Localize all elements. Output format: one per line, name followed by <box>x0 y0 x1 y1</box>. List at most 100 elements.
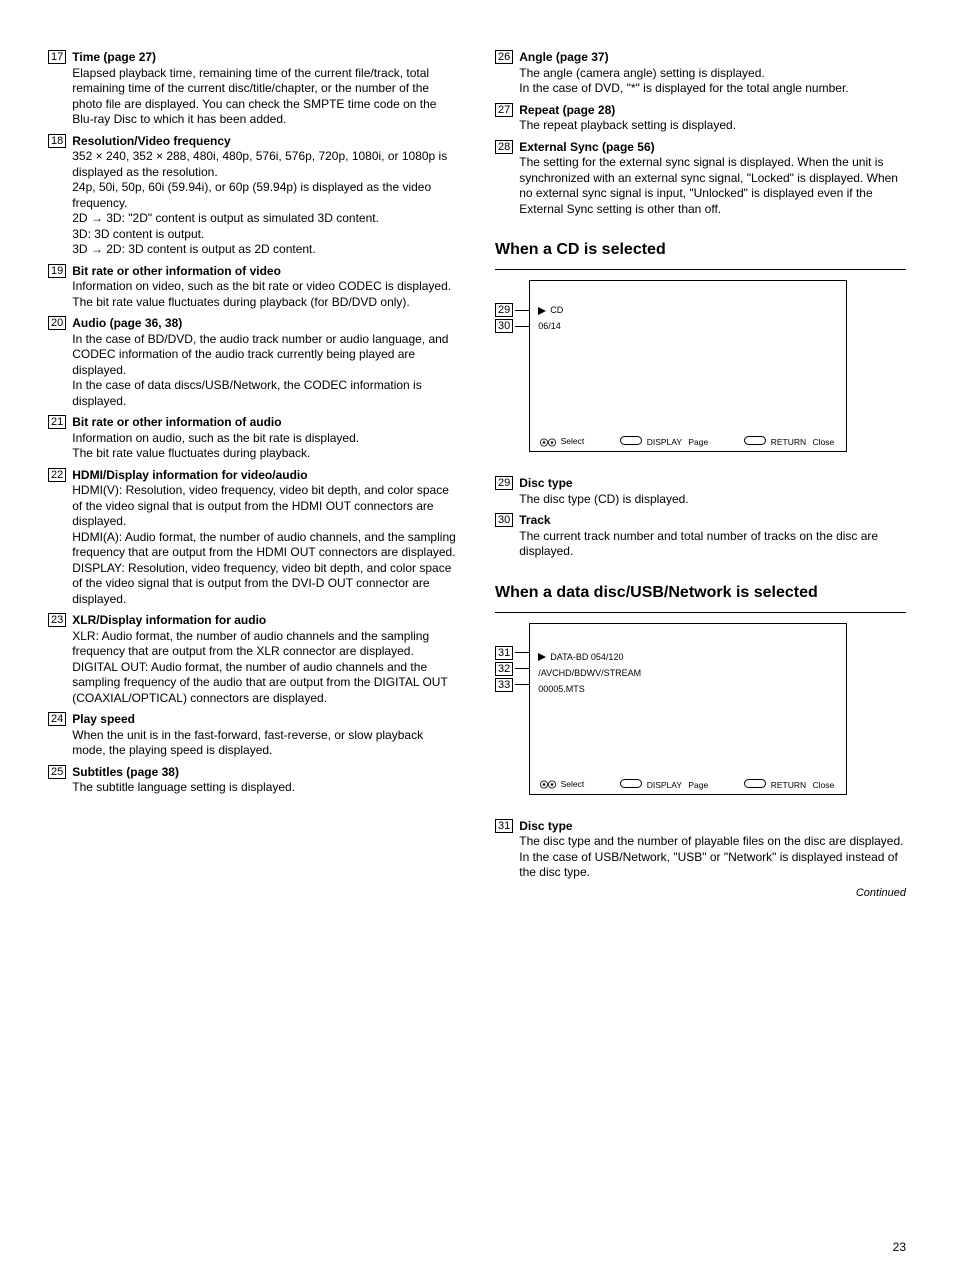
infoline-select: Select <box>540 436 586 446</box>
spec-item: 31 Disc typeThe disc type and the number … <box>495 819 906 881</box>
play-icon <box>538 307 546 315</box>
item-number: 29 <box>495 476 513 490</box>
diagram-cd-screen: 06/14CD Select <box>529 280 847 452</box>
diagram-data-screen: 00005.MTS/AVCHD/BDWV/STREAM DATA-BD 054/1… <box>529 623 847 795</box>
page: 17Time (page 27)Elapsed playback time, r… <box>0 0 954 1274</box>
item-desc: Elapsed playback time, remaining time of… <box>72 66 436 127</box>
infoline-return-title: RETURN <box>771 780 806 790</box>
callout: 33 <box>495 677 529 693</box>
spec-item: 21 Bit rate or other information of audio… <box>48 415 459 462</box>
item-title: XLR/Display information for audio <box>72 613 266 627</box>
item-body: Bit rate or other information of videoIn… <box>72 264 451 311</box>
section-heading-cd: When a CD is selected <box>495 241 906 259</box>
item-title: Bit rate or other information of video <box>72 264 281 278</box>
item-body: Resolution/Video frequency352 × 240, 352… <box>72 134 459 258</box>
spec-item: 19 Bit rate or other information of video… <box>48 264 459 311</box>
item-desc: The disc type and the number of playable… <box>519 834 903 879</box>
screen-row: CD <box>538 305 563 316</box>
section-heading-data: When a data disc/USB/Network is selected <box>495 584 906 602</box>
spec-item: 20 Audio (page 36, 38) In the case of BD/D… <box>48 316 459 409</box>
item-number: 20 <box>48 316 66 330</box>
spec-item: 17Time (page 27)Elapsed playback time, r… <box>48 50 459 128</box>
item-desc: Information on video, such as the bit ra… <box>72 279 451 309</box>
play-icon <box>538 653 546 661</box>
screen-row-label: CD <box>550 305 563 316</box>
item-number: 26 <box>495 50 513 64</box>
item-desc: In the case of BD/DVD, the audio track n… <box>72 332 448 408</box>
left-column: 17Time (page 27)Elapsed playback time, r… <box>48 50 459 899</box>
infoline-display-value: Page <box>688 437 708 447</box>
item-desc: The disc type (CD) is displayed. <box>519 492 688 506</box>
pill-icon <box>744 436 766 445</box>
item-number: 31 <box>495 819 513 833</box>
right-top-items: 26 Angle (page 37)The angle (camera angle… <box>495 50 906 217</box>
callout-number: 32 <box>495 662 513 676</box>
item-number: 21 <box>48 415 66 429</box>
callout: 29 <box>495 302 529 318</box>
infoline-display-title: DISPLAY <box>647 437 682 447</box>
item-number: 27 <box>495 103 513 117</box>
item-desc: Information on audio, such as the bit ra… <box>72 431 359 461</box>
item-body: TrackThe current track number and total … <box>519 513 906 560</box>
screen-row: DATA-BD 054/120 <box>538 652 623 663</box>
item-desc: When the unit is in the fast-forward, fa… <box>72 728 423 758</box>
spec-item: 28External Sync (page 56)The setting for… <box>495 140 906 218</box>
item-body: Subtitles (page 38)The subtitle language… <box>72 765 295 796</box>
item-title: Audio (page 36, 38) <box>72 316 182 330</box>
diagram-cd-callouts: 2930 <box>495 302 529 334</box>
item-title: Subtitles (page 38) <box>72 765 179 779</box>
item-number: 25 <box>48 765 66 779</box>
callout: 32 <box>495 661 529 677</box>
diagram-data: 31 3233 00005.MTS/AVCHD/BDWV/STREAM DATA-B… <box>495 623 906 795</box>
infoline-display-value: Page <box>688 780 708 790</box>
spec-item: 22HDMI/Display information for video/aud… <box>48 468 459 608</box>
spec-item: 26 Angle (page 37)The angle (camera angle… <box>495 50 906 97</box>
right-mid-items: 29 Disc typeThe disc type (CD) is display… <box>495 476 906 560</box>
right-bottom-items: 31 Disc typeThe disc type and the number … <box>495 819 906 881</box>
screen-row-label: 00005.MTS <box>538 684 585 695</box>
item-number: 30 <box>495 513 513 527</box>
page-number: 23 <box>893 1240 906 1254</box>
item-desc: 352 × 240, 352 × 288, 480i, 480p, 576i, … <box>72 149 447 256</box>
item-title: Bit rate or other information of audio <box>72 415 281 429</box>
item-number: 18 <box>48 134 66 148</box>
right-column: 26 Angle (page 37)The angle (camera angle… <box>495 50 906 899</box>
diagram-cd: 2930 06/14CD S <box>495 280 906 452</box>
item-body: Disc typeThe disc type (CD) is displayed… <box>519 476 688 507</box>
callout-lead-line <box>515 310 529 311</box>
callout-lead-line <box>515 684 529 685</box>
item-title: Play speed <box>72 712 135 726</box>
spec-item: 23XLR/Display information for audioXLR: … <box>48 613 459 706</box>
callout-lead-line <box>515 668 529 669</box>
section-separator <box>495 269 906 270</box>
item-number: 19 <box>48 264 66 278</box>
item-desc: The setting for the external sync signal… <box>519 155 898 216</box>
diagram-data-callouts: 31 3233 <box>495 645 529 693</box>
infoline-return-title: RETURN <box>771 437 806 447</box>
spec-item: 18 Resolution/Video frequency352 × 240, 3… <box>48 134 459 258</box>
item-desc: HDMI(V): Resolution, video frequency, vi… <box>72 483 456 606</box>
callout-number: 31 <box>495 646 513 660</box>
updown-arrows-icon <box>540 436 558 446</box>
spec-item: 29 Disc typeThe disc type (CD) is display… <box>495 476 906 507</box>
item-body: Angle (page 37)The angle (camera angle) … <box>519 50 848 97</box>
infoline-return: RETURN Close <box>744 436 836 447</box>
screen-row-label: /AVCHD/BDWV/STREAM <box>538 668 641 679</box>
pill-icon <box>620 436 642 445</box>
infoline-return: RETURN Close <box>744 779 836 790</box>
spec-item: 27Repeat (page 28)The repeat playback se… <box>495 103 906 134</box>
spec-item: 25 Subtitles (page 38)The subtitle langua… <box>48 765 459 796</box>
spec-item: 30 TrackThe current track number and tota… <box>495 513 906 560</box>
item-body: Disc typeThe disc type and the number of… <box>519 819 906 881</box>
callout-lead-line <box>515 652 529 653</box>
infoline-display-title: DISPLAY <box>647 780 682 790</box>
infoline-return-value: Close <box>813 780 835 790</box>
item-body: HDMI/Display information for video/audio… <box>72 468 459 608</box>
columns: 17Time (page 27)Elapsed playback time, r… <box>48 50 906 899</box>
item-number: 24 <box>48 712 66 726</box>
section-separator <box>495 612 906 613</box>
callout-number: 30 <box>495 319 513 333</box>
spec-item: 24 Play speed When the unit is in the fast… <box>48 712 459 759</box>
item-body: External Sync (page 56)The setting for t… <box>519 140 906 218</box>
item-desc: The angle (camera angle) setting is disp… <box>519 66 848 96</box>
